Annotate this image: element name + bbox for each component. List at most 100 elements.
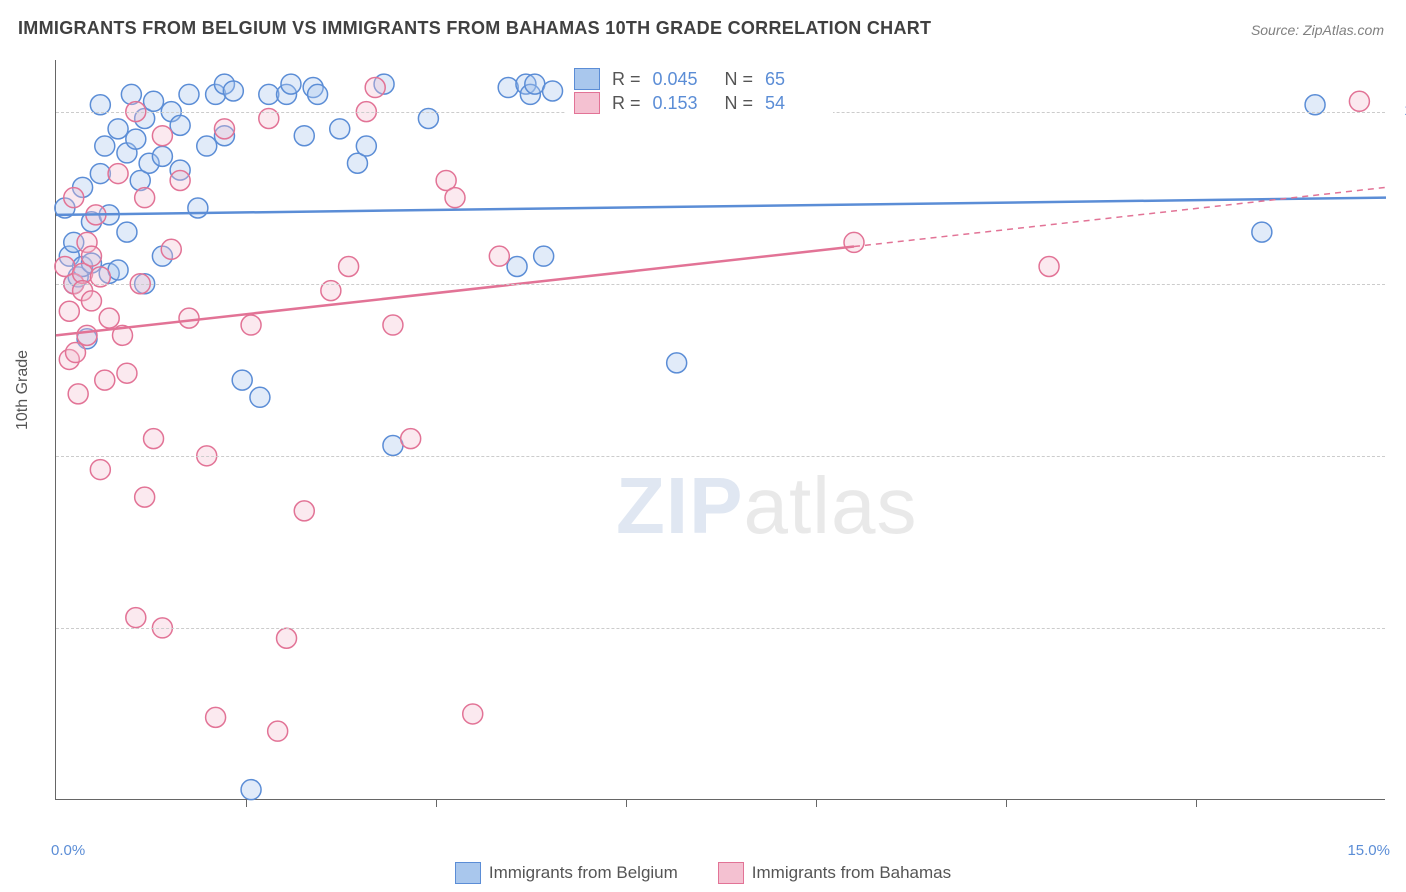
legend-r-value: 0.045 (653, 69, 713, 90)
data-point (126, 608, 146, 628)
data-point (1039, 257, 1059, 277)
legend-swatch (455, 862, 481, 884)
x-tick (1006, 799, 1007, 807)
legend-item: Immigrants from Bahamas (718, 862, 951, 884)
x-tick-label: 15.0% (1347, 842, 1390, 859)
legend-stats: R = 0.045 N = 65 R = 0.153 N = 54 (566, 62, 833, 120)
data-point (66, 343, 86, 363)
data-point (534, 246, 554, 266)
x-tick (816, 799, 817, 807)
plot-svg (56, 60, 1385, 799)
legend-n-value: 54 (765, 93, 825, 114)
data-point (152, 126, 172, 146)
legend-swatch (574, 68, 600, 90)
data-point (126, 129, 146, 149)
data-point (135, 188, 155, 208)
data-point (223, 81, 243, 101)
data-point (144, 429, 164, 449)
data-point (68, 384, 88, 404)
data-point (241, 315, 261, 335)
data-point (81, 246, 101, 266)
data-point (401, 429, 421, 449)
data-point (77, 325, 97, 345)
x-tick (246, 799, 247, 807)
y-axis-title: 10th Grade (14, 350, 32, 430)
gridline (56, 628, 1385, 629)
gridline (56, 456, 1385, 457)
data-point (117, 363, 137, 383)
legend-item: Immigrants from Belgium (455, 862, 678, 884)
data-point (117, 222, 137, 242)
data-point (99, 308, 119, 328)
data-point (339, 257, 359, 277)
data-point (197, 136, 217, 156)
data-point (161, 239, 181, 259)
data-point (108, 164, 128, 184)
data-point (383, 315, 403, 335)
legend-r-label: R = (612, 93, 641, 114)
legend-n-label: N = (725, 93, 754, 114)
x-tick (436, 799, 437, 807)
data-point (90, 460, 110, 480)
data-point (170, 170, 190, 190)
data-point (188, 198, 208, 218)
source-attribution: Source: ZipAtlas.com (1251, 22, 1384, 38)
legend-stat-row: R = 0.045 N = 65 (574, 68, 825, 90)
data-point (281, 74, 301, 94)
legend-label: Immigrants from Belgium (489, 863, 678, 883)
data-point (277, 628, 297, 648)
data-point (330, 119, 350, 139)
data-point (356, 136, 376, 156)
data-point (463, 704, 483, 724)
data-point (498, 78, 518, 98)
data-point (59, 301, 79, 321)
data-point (844, 232, 864, 252)
legend-label: Immigrants from Bahamas (752, 863, 951, 883)
data-point (1349, 91, 1369, 111)
data-point (294, 126, 314, 146)
x-tick-label: 0.0% (51, 842, 85, 859)
data-point (250, 387, 270, 407)
data-point (81, 291, 101, 311)
legend-n-label: N = (725, 69, 754, 90)
data-point (268, 721, 288, 741)
data-point (170, 115, 190, 135)
data-point (135, 487, 155, 507)
data-point (365, 78, 385, 98)
data-point (95, 136, 115, 156)
x-tick (626, 799, 627, 807)
legend-swatch (574, 92, 600, 114)
data-point (152, 146, 172, 166)
data-point (241, 780, 261, 800)
legend-r-label: R = (612, 69, 641, 90)
data-point (308, 84, 328, 104)
data-point (206, 707, 226, 727)
chart-title: IMMIGRANTS FROM BELGIUM VS IMMIGRANTS FR… (18, 18, 931, 39)
legend-stat-row: R = 0.153 N = 54 (574, 92, 825, 114)
data-point (667, 353, 687, 373)
data-point (179, 308, 199, 328)
data-point (507, 257, 527, 277)
data-point (95, 370, 115, 390)
data-point (232, 370, 252, 390)
legend-swatch (718, 862, 744, 884)
gridline (56, 284, 1385, 285)
trend-line (56, 247, 854, 336)
data-point (489, 246, 509, 266)
data-point (445, 188, 465, 208)
legend-bottom: Immigrants from Belgium Immigrants from B… (0, 862, 1406, 884)
data-point (1252, 222, 1272, 242)
data-point (108, 119, 128, 139)
data-point (294, 501, 314, 521)
data-point (179, 84, 199, 104)
trend-line-dashed (854, 187, 1386, 246)
legend-n-value: 65 (765, 69, 825, 90)
data-point (144, 91, 164, 111)
x-tick (1196, 799, 1197, 807)
data-point (214, 119, 234, 139)
trend-line (56, 198, 1386, 215)
chart-plot-area: ZIPatlas R =0.045N =65R =0.153N =54 85.0… (55, 60, 1385, 800)
legend-r-value: 0.153 (653, 93, 713, 114)
data-point (64, 188, 84, 208)
data-point (543, 81, 563, 101)
